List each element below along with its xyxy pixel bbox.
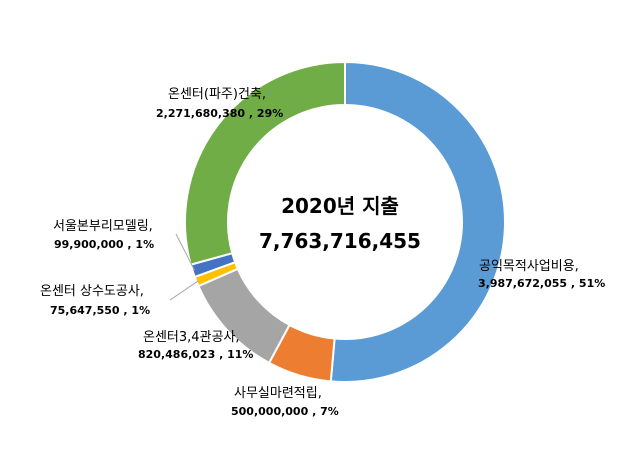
slice-value-5: 2,271,680,380 , 29% [156,107,283,120]
slice-5 [184,60,346,266]
slice-label-1: 사무실마련적립, [234,386,322,401]
leader-lines [169,233,199,301]
slice-value-0: 3,987,672,055 , 51% [478,277,605,290]
slice-value-2: 820,486,023 , 11% [138,348,253,361]
leader-line-4 [175,233,195,271]
slice-label-0: 공익목적사업비용, [479,259,579,274]
slice-value-3: 75,647,550 , 1% [50,304,150,317]
slice-label-2: 온센터3,4관공사, [143,330,240,345]
donut-slices [184,60,506,383]
slice-label-4: 서울본부리모델링, [53,219,153,234]
slice-label-5: 온센터(파주)건축, [168,87,266,102]
slice-value-1: 500,000,000 , 7% [231,405,339,418]
leader-line-3 [169,280,199,301]
slice-value-4: 99,900,000 , 1% [54,238,154,251]
slice-0 [329,60,506,383]
chart-title: 2020년 지출 [281,194,399,218]
chart-total: 7,763,716,455 [259,229,421,253]
slice-label-3: 온센터 상수도공사, [40,284,144,299]
